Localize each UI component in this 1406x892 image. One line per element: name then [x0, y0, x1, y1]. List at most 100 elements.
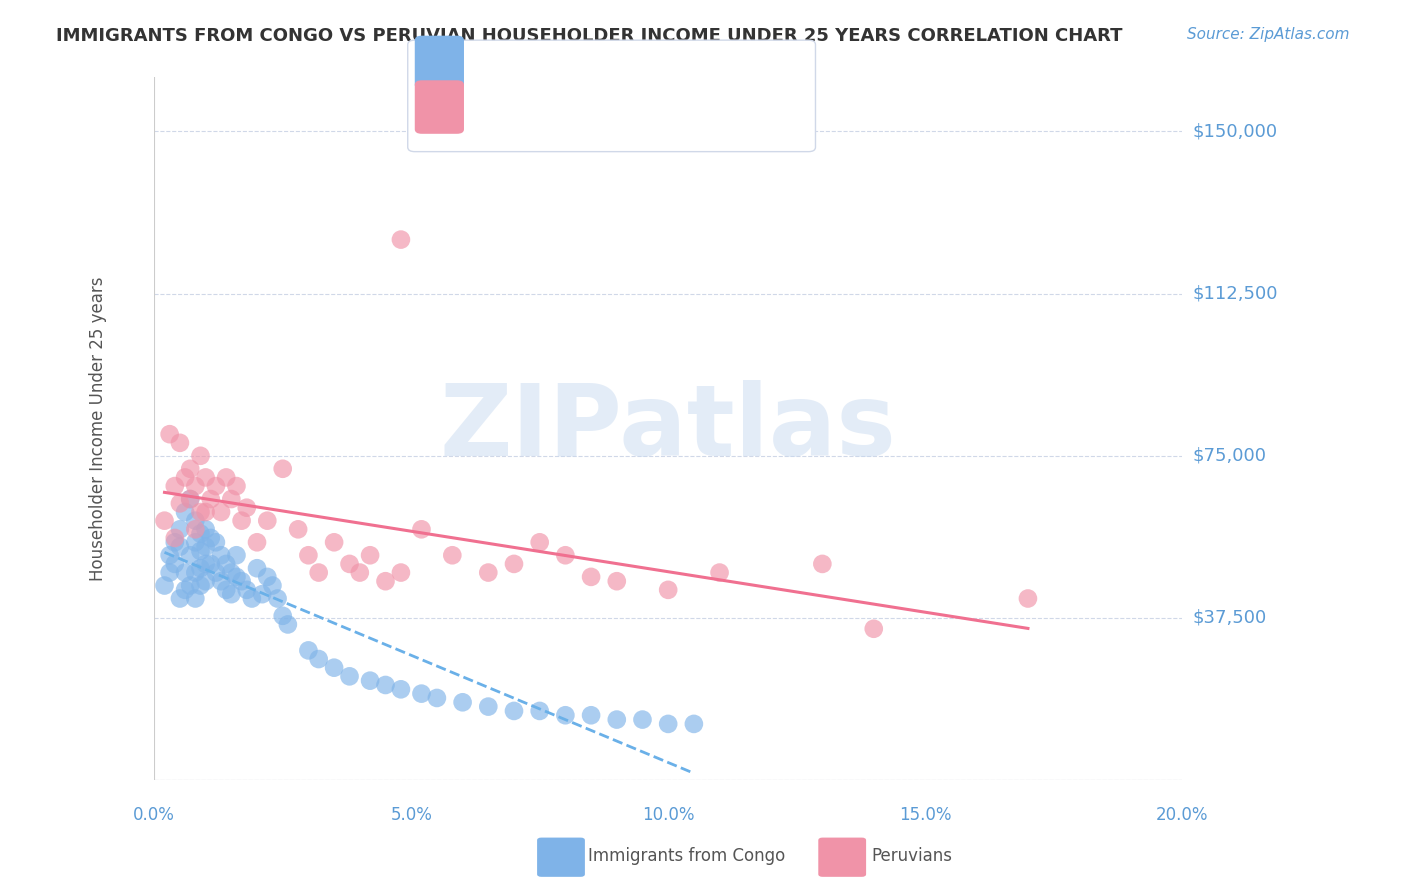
Point: [554, 708, 576, 723]
Text: $112,500: $112,500: [1192, 285, 1278, 302]
Point: [246, 561, 269, 575]
Point: [503, 704, 526, 718]
Point: [374, 678, 396, 692]
Text: $75,000: $75,000: [1192, 447, 1267, 465]
Point: [271, 462, 294, 476]
Point: [225, 570, 247, 584]
Point: [159, 566, 181, 580]
Text: $37,500: $37,500: [1192, 609, 1267, 627]
Point: [287, 522, 309, 536]
Point: [477, 699, 499, 714]
Point: [179, 491, 201, 506]
Point: [256, 514, 278, 528]
Point: [169, 540, 191, 554]
Point: [179, 548, 201, 562]
Point: [200, 531, 222, 545]
Point: [389, 233, 412, 247]
Point: [194, 574, 217, 589]
Point: [179, 462, 201, 476]
Point: [174, 582, 197, 597]
Point: [153, 578, 176, 592]
Point: [225, 479, 247, 493]
Point: [529, 704, 551, 718]
Text: IMMIGRANTS FROM CONGO VS PERUVIAN HOUSEHOLDER INCOME UNDER 25 YEARS CORRELATION : IMMIGRANTS FROM CONGO VS PERUVIAN HOUSEH…: [56, 27, 1123, 45]
Text: Immigrants from Congo: Immigrants from Congo: [588, 847, 785, 865]
Point: [169, 591, 191, 606]
Point: [221, 491, 243, 506]
Point: [266, 591, 288, 606]
Text: ZIPatlas: ZIPatlas: [440, 380, 897, 477]
Text: 10.0%: 10.0%: [643, 806, 695, 824]
Point: [163, 531, 186, 545]
Point: [215, 582, 238, 597]
Point: [262, 578, 284, 592]
Point: [529, 535, 551, 549]
Point: [174, 566, 197, 580]
Point: [256, 570, 278, 584]
Point: [339, 669, 361, 683]
Point: [174, 505, 197, 519]
Text: 20.0%: 20.0%: [1156, 806, 1208, 824]
Point: [374, 574, 396, 589]
Text: Householder Income Under 25 years: Householder Income Under 25 years: [89, 277, 107, 581]
Point: [231, 514, 253, 528]
Point: [657, 717, 679, 731]
Point: [323, 661, 346, 675]
Point: [205, 535, 228, 549]
Point: [709, 566, 731, 580]
Point: [240, 591, 263, 606]
Point: [389, 682, 412, 697]
Point: [862, 622, 884, 636]
Text: Source: ZipAtlas.com: Source: ZipAtlas.com: [1187, 27, 1350, 42]
Point: [554, 548, 576, 562]
Point: [235, 500, 257, 515]
Point: [194, 522, 217, 536]
Point: [209, 548, 232, 562]
Point: [359, 673, 381, 688]
Point: [477, 566, 499, 580]
Point: [184, 535, 207, 549]
Point: [323, 535, 346, 549]
Point: [184, 514, 207, 528]
Point: [246, 535, 269, 549]
Point: [297, 548, 319, 562]
Point: [308, 652, 330, 666]
Point: [205, 566, 228, 580]
Point: [194, 557, 217, 571]
Point: [190, 505, 212, 519]
Point: [657, 582, 679, 597]
Point: [163, 535, 186, 549]
Text: R = -0.258   N = 48: R = -0.258 N = 48: [463, 98, 640, 116]
Point: [200, 557, 222, 571]
Point: [441, 548, 464, 562]
Point: [271, 608, 294, 623]
Point: [215, 470, 238, 484]
Point: [184, 566, 207, 580]
Point: [190, 526, 212, 541]
Point: [169, 435, 191, 450]
Point: [811, 557, 834, 571]
Point: [631, 713, 654, 727]
Text: R =  0.099   N = 67: R = 0.099 N = 67: [463, 54, 638, 71]
Point: [221, 566, 243, 580]
Point: [349, 566, 371, 580]
Point: [606, 574, 628, 589]
Point: [163, 479, 186, 493]
Point: [606, 713, 628, 727]
Point: [451, 695, 474, 709]
Point: [235, 582, 257, 597]
Point: [411, 687, 433, 701]
Point: [169, 522, 191, 536]
Point: [184, 522, 207, 536]
Text: $150,000: $150,000: [1192, 122, 1278, 141]
Point: [205, 479, 228, 493]
Point: [194, 505, 217, 519]
Point: [184, 479, 207, 493]
Point: [389, 566, 412, 580]
Point: [190, 578, 212, 592]
Text: 15.0%: 15.0%: [898, 806, 952, 824]
Point: [426, 690, 449, 705]
Point: [221, 587, 243, 601]
Point: [169, 496, 191, 510]
Point: [179, 578, 201, 592]
